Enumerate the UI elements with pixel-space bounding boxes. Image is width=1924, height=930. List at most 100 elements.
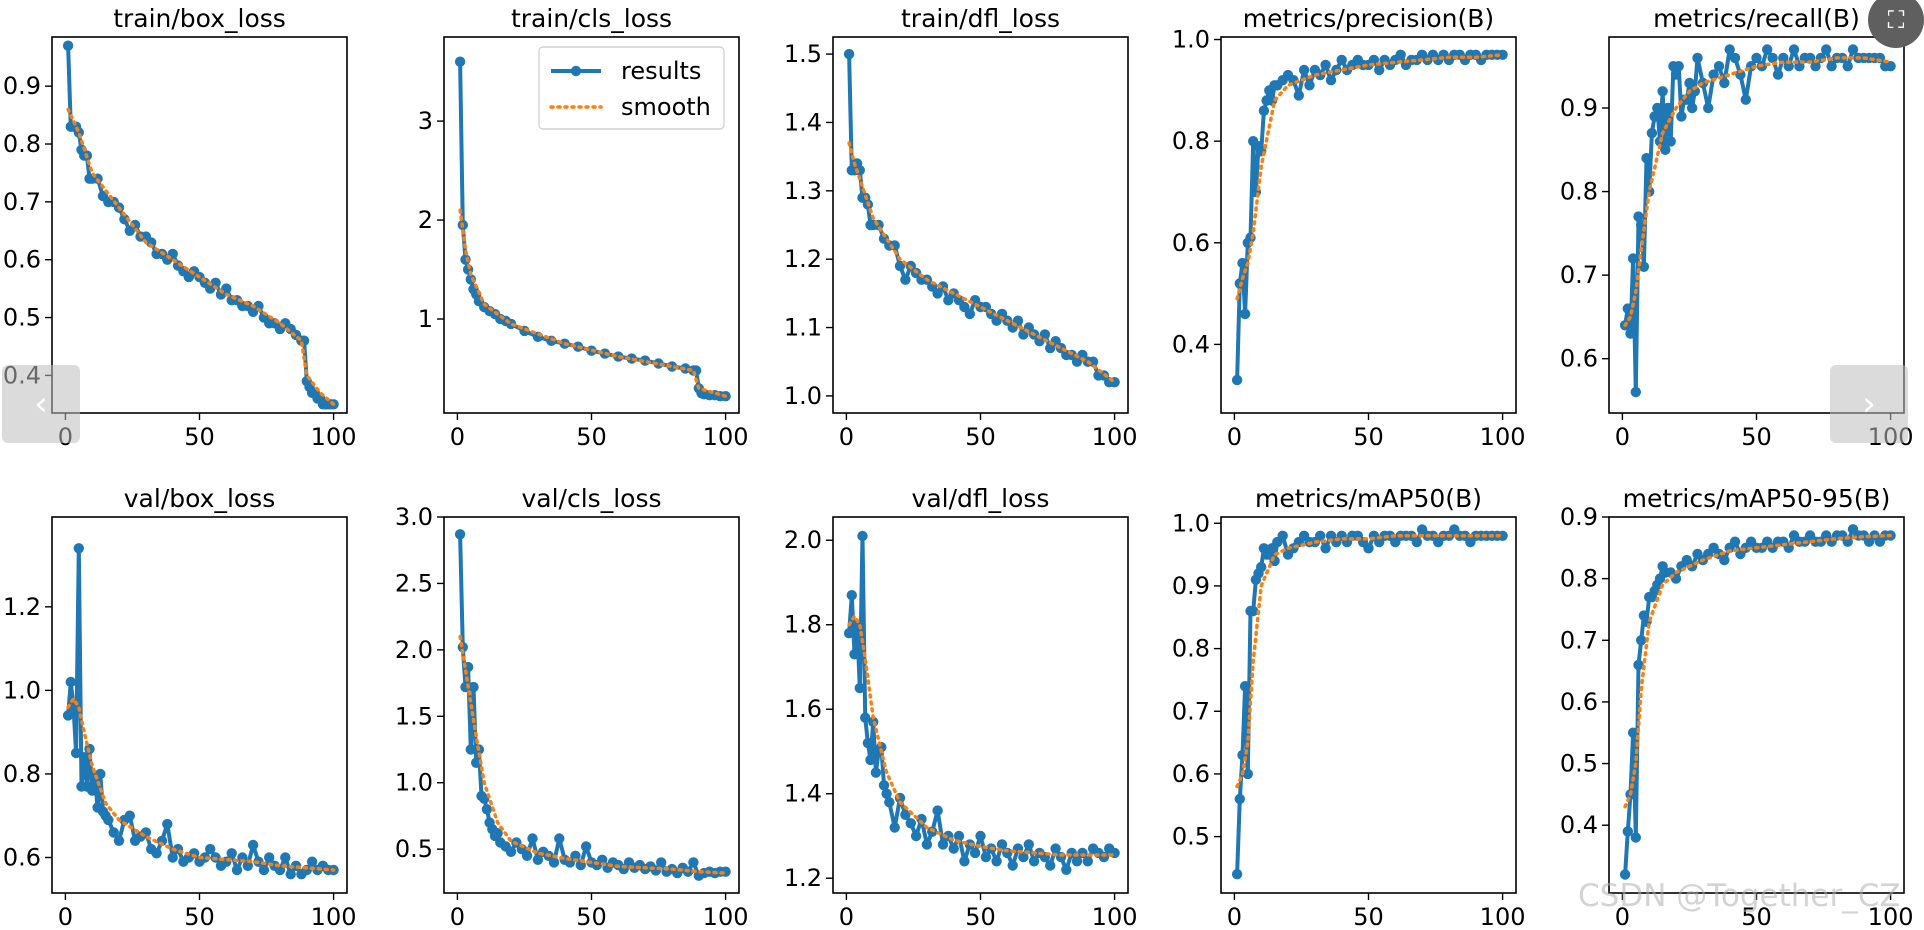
results-point [1649, 111, 1660, 122]
results-point [865, 754, 876, 766]
y-tick-label: 0.9 [3, 72, 41, 100]
results-point [932, 805, 943, 816]
results-point [468, 681, 479, 693]
results-point [1713, 60, 1725, 72]
y-tick-label: 0.9 [1560, 94, 1598, 122]
results-point [1810, 60, 1821, 72]
x-tick-label: 0 [1615, 903, 1630, 930]
results-point [1847, 44, 1859, 55]
y-tick-label: 0.4 [1560, 811, 1598, 839]
results-point [1630, 832, 1642, 843]
chart-title: metrics/mAP50(B) [1255, 484, 1482, 513]
y-tick-label: 1.0 [1172, 509, 1210, 537]
y-tick-label: 0.8 [1172, 635, 1210, 663]
results-point [870, 767, 882, 778]
y-tick-label: 1.4 [784, 780, 822, 808]
results-point [1842, 60, 1853, 72]
results-point [554, 833, 565, 844]
results-point [1237, 257, 1248, 269]
results-point [656, 857, 667, 868]
results-point [264, 852, 275, 863]
results-point [1018, 851, 1029, 863]
results-point [226, 848, 237, 859]
axes-frame [1608, 516, 1905, 894]
results-point [1885, 60, 1896, 72]
y-tick-label: 0.6 [3, 843, 41, 871]
previous-image-button[interactable]: ‹ [2, 365, 80, 443]
results-point [1686, 102, 1698, 114]
results-point [1778, 52, 1789, 64]
x-tick-label: 0 [1227, 423, 1242, 451]
results-point [1638, 261, 1650, 272]
results-point [231, 864, 243, 876]
results-point [1772, 69, 1784, 80]
chart-title: metrics/precision(B) [1243, 4, 1494, 33]
chart-title: train/box_loss [113, 4, 286, 33]
smooth-line [847, 141, 1117, 384]
x-tick-label: 50 [1741, 903, 1772, 930]
results-line [1623, 47, 1891, 395]
plot-area [1231, 524, 1508, 880]
plot-area [62, 40, 339, 410]
results-point [1719, 554, 1730, 566]
results-point [87, 785, 98, 796]
y-tick-label: 0.8 [1560, 565, 1598, 593]
results-point [548, 857, 560, 868]
x-tick-label: 100 [1092, 423, 1138, 451]
x-tick-label: 0 [1615, 423, 1630, 451]
results-point [1304, 80, 1315, 91]
plot-area [454, 529, 731, 881]
y-tick-label: 0.6 [1172, 760, 1210, 788]
smooth-line [66, 107, 336, 407]
y-tick-label: 0.5 [3, 304, 41, 332]
results-point [1325, 75, 1337, 86]
x-tick-label: 50 [576, 423, 607, 451]
results-point [959, 856, 970, 867]
results-point [1248, 605, 1259, 617]
y-tick-label: 0.5 [1172, 823, 1210, 851]
y-tick-label: 1.6 [784, 695, 822, 723]
results-point [878, 780, 890, 791]
results-point [597, 854, 608, 865]
results-point [253, 300, 264, 312]
results-point [1762, 44, 1773, 55]
results-point [79, 752, 90, 763]
results-point [1826, 60, 1837, 72]
results-point [162, 818, 173, 830]
results-point [65, 676, 77, 688]
results-point [905, 818, 916, 829]
results-point [1028, 856, 1040, 867]
y-tick-label: 0.8 [3, 130, 41, 158]
results-point [1719, 77, 1730, 89]
y-tick-label: 0.7 [1560, 261, 1598, 289]
y-tick-label: 0.9 [1560, 503, 1598, 531]
x-tick-label: 100 [1480, 903, 1526, 930]
results-point [1023, 839, 1034, 850]
chart-title: train/dfl_loss [901, 4, 1060, 33]
results-point [258, 864, 270, 876]
y-tick-label: 1 [418, 305, 433, 333]
legend: results smooth [538, 46, 725, 130]
results-point [921, 839, 933, 850]
x-tick-label: 100 [1092, 903, 1138, 930]
results-point [454, 529, 466, 540]
smooth-line [66, 695, 336, 872]
expand-fullscreen-button[interactable]: ⛶ [1868, 0, 1924, 48]
next-image-button[interactable]: › [1830, 365, 1908, 443]
legend-smooth-label: smooth [621, 93, 711, 121]
x-tick-label: 50 [965, 903, 996, 930]
chart-val-cls-loss: val/cls_loss 0 50 100 0.5 1.0 1.5 2.0 2.5 3.0 [395, 484, 749, 930]
x-tick-label: 100 [1868, 903, 1914, 930]
results-point [881, 788, 892, 799]
chart-title: metrics/recall(B) [1653, 4, 1860, 33]
results-point [975, 830, 986, 842]
y-tick-label: 1.5 [784, 40, 822, 68]
results-point [1625, 328, 1636, 339]
x-tick-label: 50 [1353, 423, 1384, 451]
results-point [980, 851, 992, 863]
results-point [688, 857, 699, 868]
smooth-line [458, 208, 728, 398]
results-point [151, 848, 162, 859]
results-point [1082, 856, 1094, 867]
results-point [849, 649, 860, 660]
